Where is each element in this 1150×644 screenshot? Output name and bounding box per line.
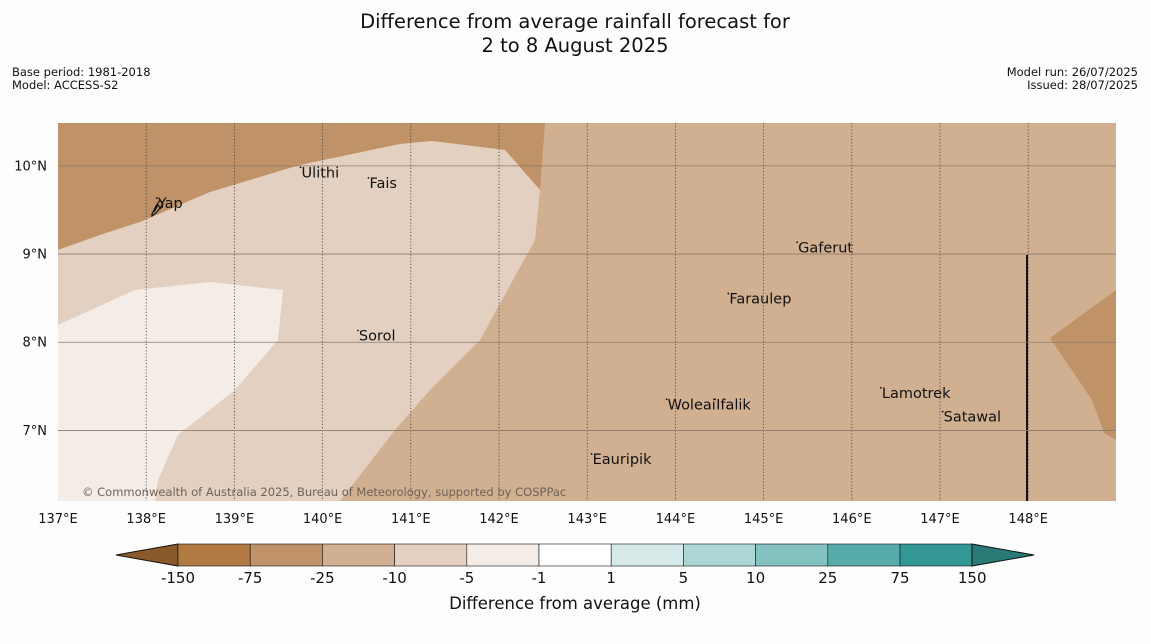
colorbar-tick-label: -10 [382,569,407,587]
copyright-text: © Commonwealth of Australia 2025, Bureau… [82,485,566,499]
colorbar-tick-label: 75 [890,569,909,587]
colorbar-extend-high [971,543,1035,567]
lon-tick-label: 144°E [656,512,696,527]
title-line-2: 2 to 8 August 2025 [481,34,669,57]
colorbar-segment [755,543,829,567]
colorbar-segment [610,543,684,567]
colorbar-tick-label: 5 [679,569,689,587]
colorbar-label: Difference from average (mm) [449,594,701,613]
colorbar-segment [683,543,756,567]
place-marker [299,166,302,169]
meta-left: Base period: 1981-2018 Model: ACCESS-S2 [12,66,151,92]
colorbar-segment [177,543,251,567]
lon-tick-label: 138°E [126,512,166,527]
lon-tick-label: 148°E [1008,512,1048,527]
region-minus75-to-minus25-east [1050,290,1116,440]
lat-tick-label: 8°N [23,336,48,351]
colorbar-tick-label: 150 [958,569,987,587]
place-label: Faraulep [729,291,791,307]
place-label: Lamotrek [882,386,951,402]
map-panel: Ulithi Fais Yap Gaferut Faraulep Sorol Lamotre… [58,123,1116,501]
map-axes: 137°E 138°E 139°E 140°E 141°E 142°E 143°E 144°E… [14,159,1048,527]
meta-right: Model run: 26/07/2025 Issued: 28/07/2025 [1007,66,1138,92]
colorbar-segment [538,543,612,567]
colorbar-tick-label: 1 [606,569,616,587]
colorbar-segment [466,543,540,567]
place-marker [590,453,593,455]
lon-tick-label: 139°E [215,512,255,527]
colorbar-tick-label: 10 [746,569,765,587]
map-title: Difference from average rainfall forecas… [0,10,1150,58]
lon-tick-label: 142°E [479,512,519,527]
colorbar-tick-label: -25 [310,569,335,587]
place-label: Ifalik [716,397,751,413]
lon-tick-label: 143°E [567,512,607,527]
colorbar-segment [394,543,468,567]
place-marker [665,398,668,401]
place-marker [941,410,944,413]
place-marker [356,329,359,332]
place-label: Fais [369,176,396,192]
colorbar-tick-label: 25 [818,569,837,587]
model-text: Model: ACCESS-S2 [12,78,119,92]
lon-tick-label: 141°E [391,512,431,527]
region-corner-patch [58,123,72,132]
model-run-text: Model run: 26/07/2025 [1006,65,1138,79]
title-line-1: Difference from average rainfall forecas… [360,10,790,33]
colorbar-tick-label: -75 [238,569,263,587]
lat-tick-label: 7°N [23,424,48,439]
place-marker [367,176,370,179]
place-label: Yap [157,196,183,212]
lon-tick-label: 137°E [38,512,78,527]
colorbar-tick-label: -150 [161,569,195,587]
gridlines [58,123,1116,501]
colorbar-segment [322,543,395,567]
place-marker [155,197,158,200]
place-label: Satawal [944,410,1001,426]
issued-text: Issued: 28/07/2025 [1027,78,1138,92]
region-minus5-to-minus1 [58,282,283,501]
lon-tick-label: 145°E [744,512,784,527]
place-label: Ulithi [302,165,340,181]
place-marker [880,386,882,389]
lon-tick-label: 147°E [920,512,960,527]
lon-tick-label: 146°E [832,512,872,527]
colorbar-tick-label: -1 [532,569,547,587]
place-marker [796,241,799,244]
lon-tick-label: 140°E [303,512,343,527]
colorbar-tick-label: -5 [459,569,474,587]
place-marker [714,398,716,401]
colorbar: -150 -75 -25 -10 -5 -1 1 5 10 25 75 150 [115,543,1035,587]
colorbar-segment [249,543,323,567]
yap-island-outline [151,198,164,218]
place-marker [727,292,730,295]
place-label: Gaferut [798,240,853,256]
base-period-text: Base period: 1981-2018 [12,65,151,79]
colorbar-segment [899,543,973,567]
place-label: Sorol [359,328,396,344]
region-minus75-to-minus25 [58,123,545,250]
place-label: Woleai [668,397,716,413]
lat-tick-label: 9°N [23,248,48,263]
colorbar-extend-low [115,543,179,567]
colorbar-segment [827,543,901,567]
lat-tick-label: 10°N [14,159,47,174]
place-labels: Ulithi Fais Yap Gaferut Faraulep Sorol Lamotre… [155,165,1001,468]
place-label: Eauripik [593,452,652,468]
